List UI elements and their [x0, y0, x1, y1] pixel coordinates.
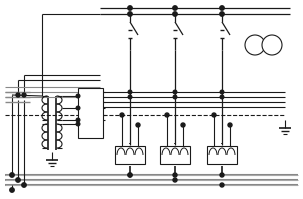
Circle shape — [173, 173, 177, 177]
Circle shape — [173, 95, 177, 99]
Circle shape — [212, 113, 216, 117]
Circle shape — [173, 178, 177, 182]
Circle shape — [128, 173, 132, 177]
Circle shape — [22, 93, 26, 97]
Circle shape — [262, 35, 282, 55]
Circle shape — [120, 113, 124, 117]
Circle shape — [173, 6, 177, 10]
Circle shape — [136, 123, 140, 127]
Circle shape — [128, 90, 132, 94]
Circle shape — [173, 12, 177, 16]
Circle shape — [128, 173, 132, 177]
Circle shape — [16, 93, 20, 97]
Circle shape — [220, 183, 224, 187]
Circle shape — [128, 95, 132, 99]
Circle shape — [76, 122, 80, 126]
Circle shape — [76, 94, 80, 98]
Circle shape — [181, 123, 185, 127]
Circle shape — [220, 95, 224, 99]
Bar — [207, 146, 237, 164]
Circle shape — [128, 12, 132, 16]
Circle shape — [220, 6, 224, 10]
Circle shape — [10, 173, 14, 177]
Circle shape — [16, 178, 20, 182]
Circle shape — [22, 183, 26, 187]
Bar — [78, 88, 103, 138]
Circle shape — [76, 106, 80, 110]
Circle shape — [220, 12, 224, 16]
Circle shape — [165, 113, 169, 117]
Bar — [160, 146, 190, 164]
Circle shape — [76, 118, 80, 122]
Circle shape — [228, 123, 232, 127]
Circle shape — [10, 188, 14, 192]
Circle shape — [128, 6, 132, 10]
Circle shape — [245, 35, 265, 55]
Circle shape — [220, 90, 224, 94]
Circle shape — [173, 90, 177, 94]
Bar — [115, 146, 145, 164]
Circle shape — [220, 173, 224, 177]
